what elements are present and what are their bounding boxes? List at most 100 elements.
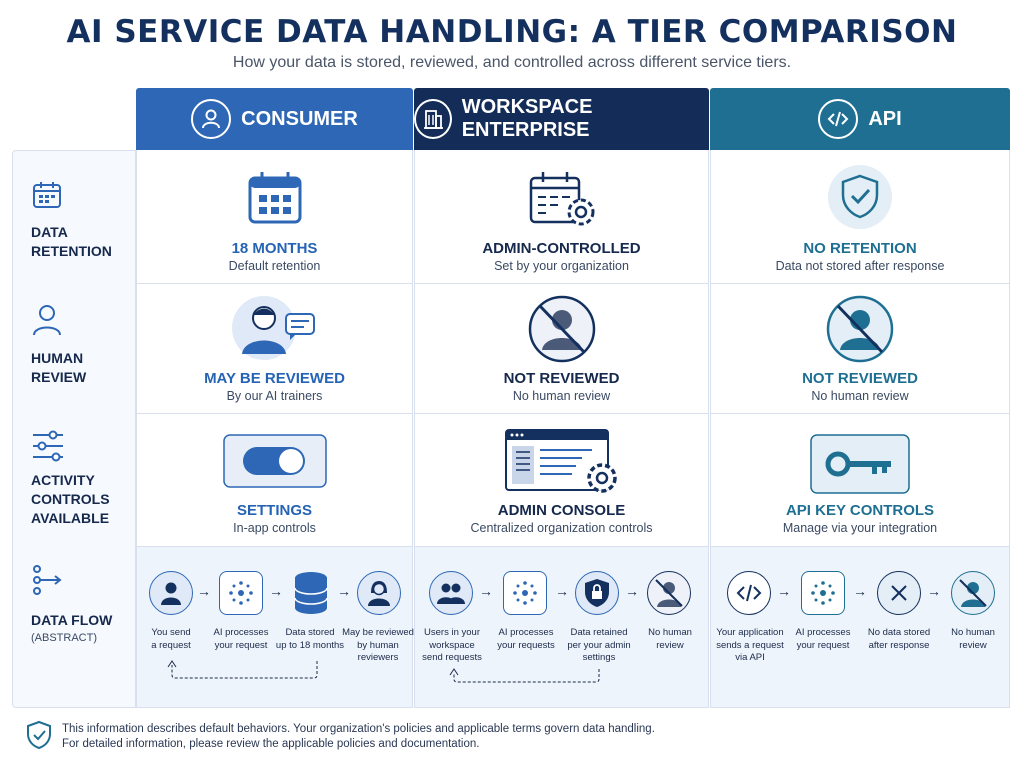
cell-enterprise-review: NOT REVIEWED No human review [414,284,709,414]
network-icon [219,571,263,615]
cell-enterprise-flow: → → → Users in your workspace send request… [414,547,709,708]
column-header-enterprise: WORKSPACE ENTERPRISE [414,88,709,150]
column-header-label: CONSUMER [241,107,358,130]
arrow-right-icon: → [479,583,493,599]
cell-title: ADMIN-CONTROLLED [482,240,641,257]
shield-check-icon [27,720,51,750]
cell-api-review: NOT REVIEWED No human review [710,284,1010,414]
cell-subtitle: In-app controls [233,521,316,535]
cell-title: ADMIN CONSOLE [497,502,626,519]
column-header-consumer: CONSUMER [136,88,413,150]
row-label-retention: DATA RETENTION [31,224,112,259]
flow-step-label: Data stored up to 18 months [275,627,345,651]
column-consumer: CONSUMER 18 MONTHS Default retention [136,88,414,708]
cell-title: NOT REVIEWED [503,370,620,387]
flow-step-label: Users in your workspace send requests [422,627,482,663]
flow-step-label: No data stored after response [867,627,931,651]
row-label-review: HUMAN REVIEW [31,350,87,385]
cell-subtitle: By our AI trainers [226,389,323,403]
column-header-api: API [710,88,1010,150]
flow-step-label: AI processes your request [213,627,269,651]
cell-subtitle: Default retention [228,259,321,273]
sliders-icon [33,430,63,462]
users-icon [429,571,473,615]
flow-step-label: No human review [951,627,995,651]
arrow-right-icon: → [269,583,283,599]
footer-disclaimer: This information describes default behav… [62,723,655,750]
cell-subtitle: No human review [512,389,611,403]
arrow-right-icon: → [927,583,941,599]
no-person-icon [647,571,691,615]
flow-step-label: Your application sends a request via API [716,627,784,663]
cell-title: 18 MONTHS [231,240,318,257]
page-subtitle: How your data is stored, reviewed, and c… [232,54,792,71]
api-key-icon [810,434,910,494]
cell-enterprise-retention: ADMIN-CONTROLLED Set by your organizatio… [414,150,709,284]
cell-subtitle: Centralized organization controls [470,521,653,535]
calendar-icon [248,172,301,224]
reviewer-chat-icon [231,296,315,360]
cell-api-retention: NO RETENTION Data not stored after respo… [710,150,1010,284]
code-icon [727,571,771,615]
page-title: AI SERVICE DATA HANDLING: A TIER COMPARI… [66,14,958,50]
no-person-icon [951,571,995,615]
flow-step-label: You send a request [151,627,191,651]
row-labels-column: DATA RETENTION HUMAN REVIEW ACTIVITY CONTRO… [12,150,136,708]
cell-subtitle: Set by your organization [494,259,629,273]
cell-consumer-flow: → → → You send a request AI processes your… [136,547,414,708]
shield-lock-icon [575,571,619,615]
database-icon [289,571,333,615]
arrow-right-icon: → [777,583,791,599]
cell-title: NO RETENTION [803,240,917,257]
column-header-label: WORKSPACE ENTERPRISE [461,96,593,141]
column-header-label: API [868,107,902,130]
cell-subtitle: No human review [811,389,909,403]
admin-console-icon [504,429,617,493]
row-label-controls: ACTIVITY CONTROLS AVAILABLE [31,472,110,526]
building-icon [414,99,452,139]
cell-subtitle: Data not stored after response [775,259,945,273]
no-reviewer-icon [528,295,595,363]
cell-title: API KEY CONTROLS [785,502,935,519]
cell-subtitle: Manage via your integration [782,521,938,535]
flow-step-label: No human review [648,627,692,651]
flow-step-label: AI processes your request [795,627,851,651]
toggle-icon [222,434,327,488]
cell-enterprise-controls: ADMIN CONSOLE Centralized organization c… [414,414,709,547]
arrow-right-icon: → [853,583,867,599]
calendar-gear-icon [529,172,594,226]
x-icon [877,571,921,615]
flow-step-label: May be reviewed by human reviewers [342,627,414,663]
cell-api-flow: → → → Your application sends a request via… [710,547,1010,708]
cell-title: NOT REVIEWED [802,370,918,387]
cell-consumer-controls: SETTINGS In-app controls [136,414,413,547]
reviewer-icon [357,571,401,615]
cell-title: SETTINGS [236,502,312,519]
arrow-right-icon: → [555,583,569,599]
column-enterprise: WORKSPACE ENTERPRISE ADMIN-CONTROLLED Se… [414,88,709,708]
network-icon [801,571,845,615]
flow-step-label: AI processes your requests [497,627,555,651]
no-reviewer-icon [826,295,894,363]
shield-check-icon [828,165,892,229]
arrow-right-icon: → [625,583,639,599]
network-icon [503,571,547,615]
flow-icon [33,565,62,595]
person-icon [33,305,61,336]
calendar-icon [33,182,61,208]
comparison-grid: DATA RETENTION HUMAN REVIEW ACTIVITY CONTRO… [12,88,1010,708]
cell-api-controls: API KEY CONTROLS Manage via your integra… [710,414,1010,547]
row-label-flow: DATA FLOW [31,612,113,628]
column-api: API NO RETENTION Data not stored after r… [710,88,1010,708]
arrow-right-icon: → [337,583,351,599]
row-label-flow-sub: (ABSTRACT) [31,632,97,644]
feedback-loop-arrow [167,660,318,679]
cell-consumer-retention: 18 MONTHS Default retention [136,150,413,284]
cell-title: MAY BE REVIEWED [204,370,345,387]
user-icon [149,571,193,615]
cell-consumer-review: MAY BE REVIEWED By our AI trainers [136,284,413,414]
code-icon [818,99,859,139]
feedback-loop-arrow [449,668,600,683]
flow-step-label: Data retained per your admin settings [567,627,631,663]
user-icon [191,99,232,139]
